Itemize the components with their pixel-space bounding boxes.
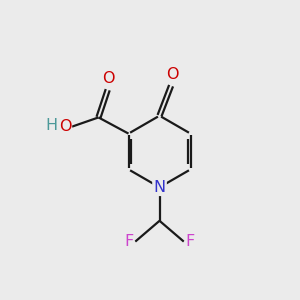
Text: N: N (154, 180, 166, 195)
Text: O: O (166, 67, 178, 82)
Text: O: O (102, 71, 114, 86)
Text: F: F (186, 234, 195, 249)
Text: O: O (59, 119, 71, 134)
Text: F: F (124, 234, 134, 249)
Text: H: H (46, 118, 58, 133)
